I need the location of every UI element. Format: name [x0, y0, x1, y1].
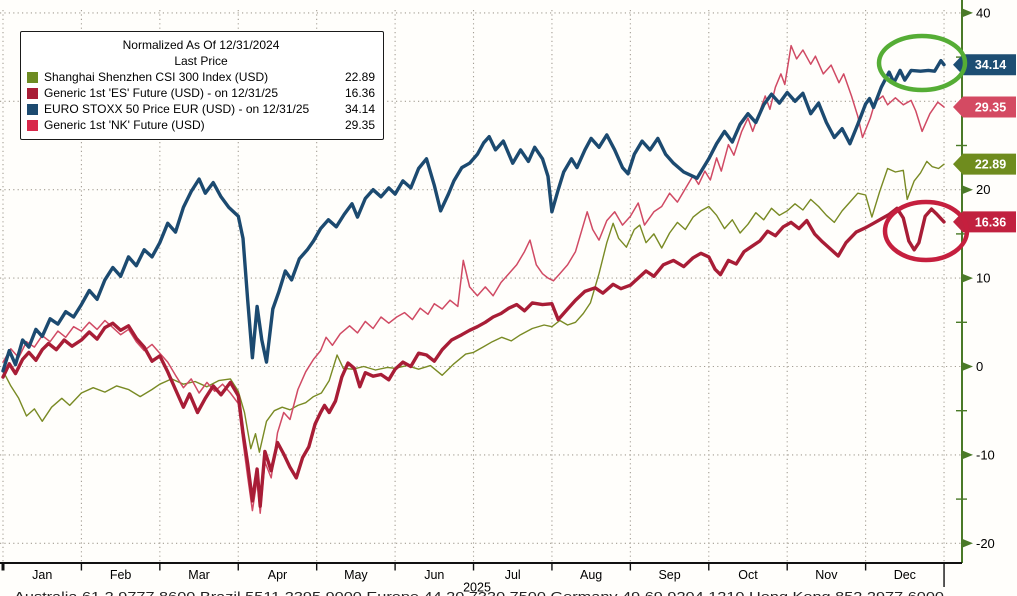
annotation-ellipse-euro-stoxx-year-end-highs — [876, 33, 968, 93]
x-month-label-feb: Feb — [110, 568, 132, 582]
legend-title: Normalized As Of 12/31/2024 — [122, 38, 280, 52]
x-month-label-dec: Dec — [894, 568, 916, 582]
y-tick-label-0: 0 — [976, 359, 983, 374]
y-tick-arrow-icon — [962, 362, 973, 371]
annotation-ellipse-es-future-december-dip — [882, 199, 970, 263]
nk-future-swatch-icon — [27, 119, 38, 131]
x-month-label-jun: Jun — [424, 568, 444, 582]
legend-item-value: 29.35 — [344, 118, 375, 132]
legend-item-nk-future[interactable]: Generic 1st 'NK' Future (USD) 29.35 — [27, 117, 375, 133]
legend-box: Normalized As Of 12/31/2024 Last Price S… — [20, 31, 384, 140]
legend-item-csi300[interactable]: Shanghai Shenzhen CSI 300 Index (USD) 22… — [27, 69, 375, 85]
legend-item-es-future[interactable]: Generic 1st 'ES' Future (USD) - on 12/31… — [27, 85, 375, 101]
x-month-label-nov: Nov — [815, 568, 838, 582]
legend-item-value: 22.89 — [344, 70, 375, 84]
footer-cutoff-text: Australia 61 2 9777 8600 Brazil 5511 239… — [14, 590, 944, 596]
price-tag-29.35 — [953, 96, 1016, 118]
x-month-label-sep: Sep — [658, 568, 680, 582]
legend-item-value: 34.14 — [344, 102, 375, 116]
y-tick-label-40: 40 — [976, 5, 990, 20]
series-line-generic-1st-es-future-usd- — [1, 206, 946, 508]
price-tag-value: 16.36 — [975, 215, 1006, 229]
series-line-generic-1st-nk-future-usd- — [2, 44, 945, 514]
x-month-label-jul: Jul — [505, 568, 521, 582]
legend-subtitle: Last Price — [174, 54, 228, 68]
price-tag-value: 29.35 — [975, 101, 1006, 115]
x-month-label-mar: Mar — [188, 568, 210, 582]
legend-item-euro-stoxx[interactable]: EURO STOXX 50 Price EUR (USD) - on 12/31… — [27, 101, 375, 117]
price-tag-value: 34.14 — [975, 58, 1006, 72]
csi300-swatch-icon — [27, 71, 38, 83]
euro-stoxx-swatch-icon — [27, 103, 38, 115]
y-tick-arrow-icon — [962, 185, 973, 195]
series-line-shanghai-shenzhen-csi-300-index-usd- — [2, 160, 945, 453]
legend-item-label: Generic 1st 'ES' Future (USD) - on 12/31… — [44, 86, 279, 100]
y-tick-arrow-icon — [962, 273, 973, 283]
price-tag-22.89 — [953, 153, 1016, 175]
price-tag-34.14 — [953, 54, 1016, 76]
x-month-label-may: May — [344, 568, 368, 582]
y-tick-arrow-icon — [962, 450, 973, 460]
y-tick-label--10: -10 — [976, 447, 995, 462]
y-tick-arrow-icon — [962, 538, 973, 548]
price-tag-value: 22.89 — [975, 158, 1006, 172]
es-future-swatch-icon — [27, 87, 38, 99]
x-month-label-apr: Apr — [268, 568, 287, 582]
x-month-label-jan: Jan — [32, 568, 52, 582]
legend-item-label: Generic 1st 'NK' Future (USD) — [44, 118, 205, 132]
y-tick-label-20: 20 — [976, 182, 990, 197]
series-line-euro-stoxx-50-price-eur-usd- — [1, 58, 946, 373]
legend-item-label: EURO STOXX 50 Price EUR (USD) - on 12/31… — [44, 102, 310, 116]
y-tick-label-10: 10 — [976, 271, 990, 286]
x-year-label: 2025 — [463, 581, 491, 595]
x-month-label-oct: Oct — [738, 568, 758, 582]
x-month-label-aug: Aug — [580, 568, 602, 582]
y-tick-label--20: -20 — [976, 536, 995, 551]
legend-item-value: 16.36 — [344, 86, 375, 100]
y-tick-arrow-icon — [962, 8, 973, 18]
legend-item-label: Shanghai Shenzhen CSI 300 Index (USD) — [44, 70, 269, 84]
